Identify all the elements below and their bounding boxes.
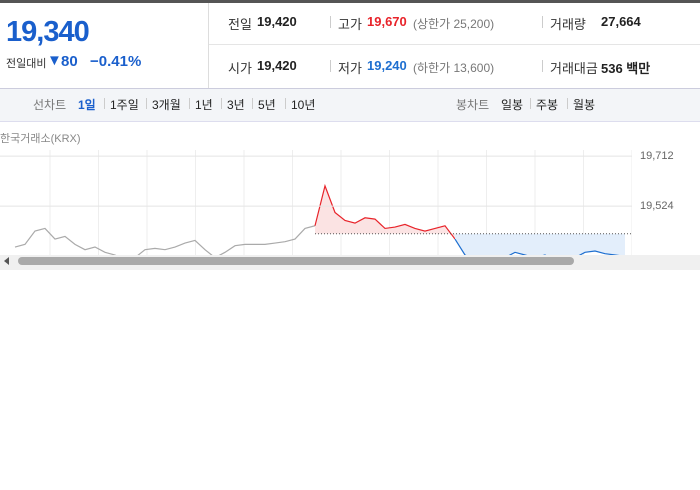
- separator: [542, 16, 543, 28]
- candle-button[interactable]: 월봉: [573, 98, 596, 112]
- period-button[interactable]: 1주일: [110, 98, 139, 112]
- scroll-left[interactable]: [4, 257, 9, 265]
- y-tick-label: 19,524: [640, 200, 674, 212]
- separator: [530, 98, 531, 109]
- stat-label: 시가: [228, 61, 252, 76]
- period-button[interactable]: 1일: [78, 98, 96, 112]
- period-button[interactable]: 10년: [291, 98, 316, 112]
- separator: [542, 60, 543, 72]
- plot: [14, 150, 632, 255]
- stat-value: 19,240: [367, 58, 407, 73]
- price: 19,340: [6, 16, 90, 48]
- y-tick-label: 19,712: [640, 150, 674, 162]
- price-line: [314, 183, 456, 240]
- change-label: 전일대비: [6, 58, 47, 70]
- period-button[interactable]: 3개월: [152, 98, 181, 112]
- divider: [208, 3, 209, 88]
- source: 한국거래소(KRX): [0, 133, 81, 145]
- stat-label: 고가: [338, 17, 362, 32]
- stat-label: 전일: [228, 17, 252, 32]
- separator: [285, 98, 286, 109]
- price-line: [454, 238, 620, 255]
- separator: [252, 98, 253, 109]
- toolbar: [0, 88, 700, 122]
- stat-value: 19,420: [257, 14, 297, 29]
- stat-label: 거래대금: [550, 61, 598, 76]
- separator: [189, 98, 190, 109]
- down-arrow: ▼: [47, 52, 62, 69]
- change: 80: [61, 53, 78, 70]
- stat-label: 거래량: [550, 17, 586, 32]
- price-line: [14, 225, 316, 255]
- candle-button[interactable]: 주봉: [536, 98, 559, 112]
- line-chart-label: 선차트: [33, 98, 67, 112]
- stat-extra: (하한가 13,600): [413, 61, 495, 75]
- stat-extra: (상한가 25,200): [413, 17, 495, 31]
- period-button[interactable]: 5년: [258, 98, 276, 112]
- stat-value: 536 백만: [601, 61, 651, 76]
- change-pct: −0.41%: [90, 53, 142, 70]
- top-border: [0, 0, 700, 3]
- separator: [221, 98, 222, 109]
- divider: [209, 44, 700, 45]
- chart: 19,712 19,524: [0, 150, 700, 270]
- separator: [330, 16, 331, 28]
- candle-button[interactable]: 일봉: [501, 98, 524, 112]
- area: [455, 233, 625, 255]
- period-button[interactable]: 1년: [195, 98, 213, 112]
- stat-value: 19,670: [367, 14, 407, 29]
- period-button[interactable]: 3년: [227, 98, 245, 112]
- stat-label: 저가: [338, 61, 362, 76]
- candle-chart-label: 봉차트: [456, 98, 490, 112]
- stat-value: 27,664: [601, 14, 641, 29]
- separator: [146, 98, 147, 109]
- separator: [104, 98, 105, 109]
- scroll-thumb[interactable]: [18, 257, 574, 265]
- area: [315, 185, 455, 240]
- separator: [567, 98, 568, 109]
- separator: [330, 60, 331, 72]
- stat-value: 19,420: [257, 58, 297, 73]
